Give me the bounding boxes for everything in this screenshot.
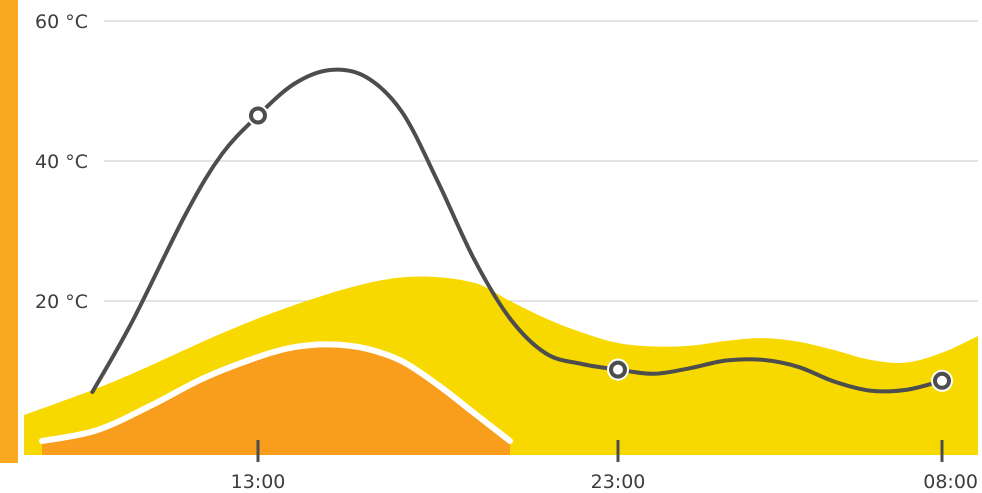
data-marker: [249, 106, 267, 125]
data-marker: [933, 371, 951, 390]
data-markers: [247, 104, 953, 392]
y-tick-label: 60 °C: [35, 11, 88, 33]
line-series: [90, 67, 944, 394]
x-tick-label: 13:00: [231, 471, 286, 493]
area-series-1: [42, 344, 510, 455]
line-series-0: [90, 67, 944, 394]
y-tick-label: 40 °C: [35, 151, 88, 173]
x-tick-label: 08:00: [923, 471, 978, 493]
x-tick-label: 23:00: [591, 471, 646, 493]
y-axis: 20 °C 40 °C 60 °C: [35, 11, 88, 313]
data-marker: [609, 360, 627, 379]
area-series: [24, 276, 978, 455]
y-tick-label: 20 °C: [35, 291, 88, 313]
area-series-outline-1: [39, 341, 513, 444]
left-accent-bar: [0, 0, 18, 463]
x-axis: 13:00 23:00 08:00: [231, 440, 978, 493]
grid-lines: [104, 20, 978, 302]
